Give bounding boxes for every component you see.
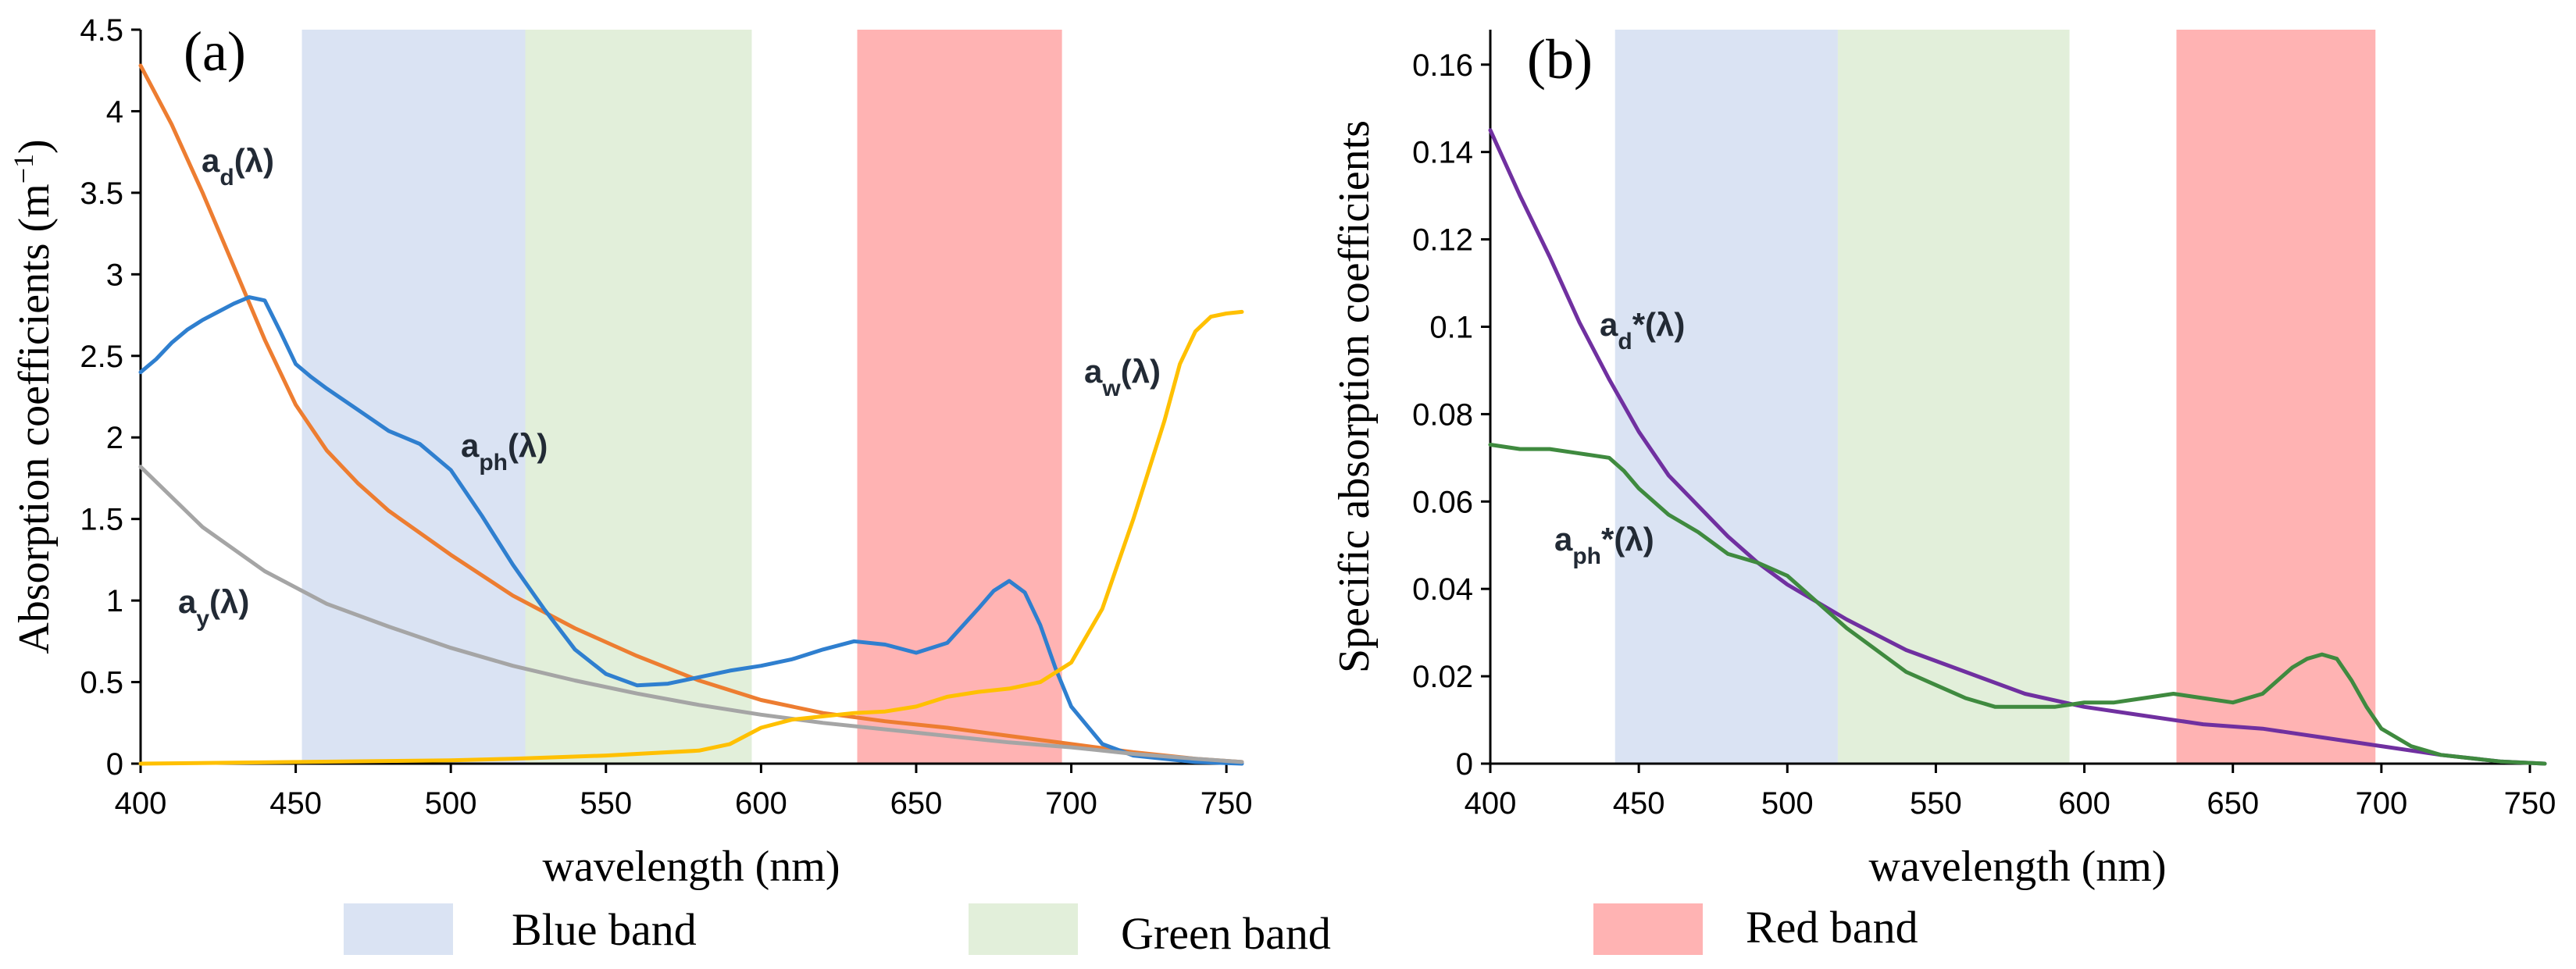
y-tick-label: 3.5: [80, 176, 123, 211]
x-tick-label: 700: [1045, 786, 1097, 821]
x-tick-label: 650: [890, 786, 943, 821]
y-tick-label: 0: [106, 747, 123, 782]
x-tick-label: 550: [1910, 786, 1962, 821]
panel-a-chart: 0 0.5 1 1.5 2 2.5 3 3.5 4 4.5 400 450 500 550 600 650 70…: [8, 13, 1253, 891]
x-tick-label: 600: [735, 786, 787, 821]
curve-label-tail: *(λ): [1632, 306, 1686, 343]
legend-label-red: Red band: [1746, 902, 1918, 953]
x-tick-label: 500: [425, 786, 477, 821]
y-tick-label: 3: [106, 258, 123, 292]
band-green: [525, 30, 752, 764]
band-red: [857, 30, 1062, 764]
x-tick-label: 600: [2058, 786, 2110, 821]
x-tick-label: 750: [2504, 786, 2556, 821]
y-axis-title-close: ): [10, 139, 59, 154]
y-tick-label: 0.12: [1412, 223, 1473, 258]
x-tick-label: 400: [115, 786, 167, 821]
curve-label-main: a: [1084, 353, 1103, 390]
curve-label-main: a: [178, 583, 197, 620]
panel-label: (b): [1527, 28, 1593, 91]
x-tick-label: 400: [1465, 786, 1517, 821]
series-line-a_w: [138, 309, 1244, 766]
panel-label: (a): [184, 20, 246, 83]
legend: Blue band Green band Red band: [344, 902, 1918, 959]
curve-label-sub: d: [219, 165, 234, 191]
curve-label-a_y: ay(λ): [178, 583, 249, 632]
curve-label-sub: d: [1618, 329, 1632, 354]
curve-label-tail: (λ): [508, 427, 548, 464]
y-tick-label: 4.5: [80, 13, 123, 48]
curve-label-a_d: ad(λ): [202, 142, 274, 191]
x-tick-label: 450: [1613, 786, 1665, 821]
legend-label-blue: Blue band: [512, 904, 697, 955]
x-tick-label: 500: [1761, 786, 1814, 821]
curve-label-sub: y: [196, 606, 209, 632]
y-tick-label: 0.08: [1412, 397, 1473, 432]
y-tick-label: 0.02: [1412, 660, 1473, 694]
y-axis-title-sup: −1: [8, 154, 39, 183]
y-tick-label: 1.5: [80, 503, 123, 537]
band-red: [2176, 30, 2376, 764]
y-axis-title-main: Absorption coefficients (m: [10, 183, 59, 654]
curve-label-main: a: [1600, 306, 1618, 343]
y-axis-title: Absorption coefficients (m−1): [8, 139, 59, 654]
x-tick-label: 750: [1201, 786, 1253, 821]
curve-label-main: a: [202, 142, 220, 179]
x-tick-label: 450: [269, 786, 322, 821]
curve-label-main: a: [461, 427, 480, 464]
x-axis-title: wavelength (nm): [543, 843, 840, 891]
x-tick-label: 550: [580, 786, 632, 821]
y-tick-label: 4: [106, 94, 123, 129]
y-tick-label: 0.04: [1412, 572, 1473, 607]
curve-label-a_d_star: ad*(λ): [1600, 306, 1685, 354]
legend-swatch-blue: [344, 903, 453, 955]
curve-label-tail: (λ): [209, 583, 249, 620]
series-line-a_d_star: [1488, 128, 2547, 766]
series-line-a_ph: [138, 295, 1244, 766]
x-tick-label: 700: [2355, 786, 2407, 821]
y-tick-label: 2.5: [80, 340, 123, 374]
y-tick-label: 0.16: [1412, 48, 1473, 83]
x-axis-title: wavelength (nm): [1869, 843, 2167, 891]
series-line-a_ph_star: [1488, 443, 2547, 766]
y-tick-label: 1: [106, 584, 123, 618]
band-green: [1837, 30, 2070, 764]
y-tick-label: 0: [1456, 747, 1473, 782]
curve-label-sub: ph: [1572, 543, 1601, 569]
band-blue: [1614, 30, 1838, 764]
curve-label-a_ph_star: aph*(λ): [1554, 521, 1654, 569]
legend-swatch-green: [969, 903, 1078, 955]
x-tick-label: 650: [2207, 786, 2259, 821]
curve-label-tail: (λ): [234, 142, 274, 179]
curve-label-sub: ph: [479, 450, 508, 476]
curve-label-tail: (λ): [1121, 353, 1161, 390]
series-line-a_y: [138, 465, 1244, 764]
curve-label-a_w: aw(λ): [1084, 353, 1161, 401]
legend-label-green: Green band: [1121, 908, 1331, 959]
y-tick-label: 0.1: [1429, 310, 1473, 344]
curve-label-tail: *(λ): [1601, 521, 1654, 558]
y-tick-label: 0.5: [80, 666, 123, 700]
curve-label-main: a: [1554, 521, 1573, 558]
y-tick-label: 2: [106, 421, 123, 455]
legend-swatch-red: [1593, 903, 1703, 955]
curve-label-sub: w: [1101, 376, 1121, 401]
curve-label-a_ph: aph(λ): [461, 427, 548, 476]
y-tick-label: 0.14: [1412, 136, 1473, 170]
y-tick-label: 0.06: [1412, 485, 1473, 519]
series-line-a_d: [138, 63, 1244, 764]
y-axis-title: Specific absorption coefficients: [1330, 120, 1379, 673]
panel-b-chart: 0 0.02 0.04 0.06 0.08 0.1 0.12 0.14 0.16 400 450 50…: [1330, 28, 2556, 891]
